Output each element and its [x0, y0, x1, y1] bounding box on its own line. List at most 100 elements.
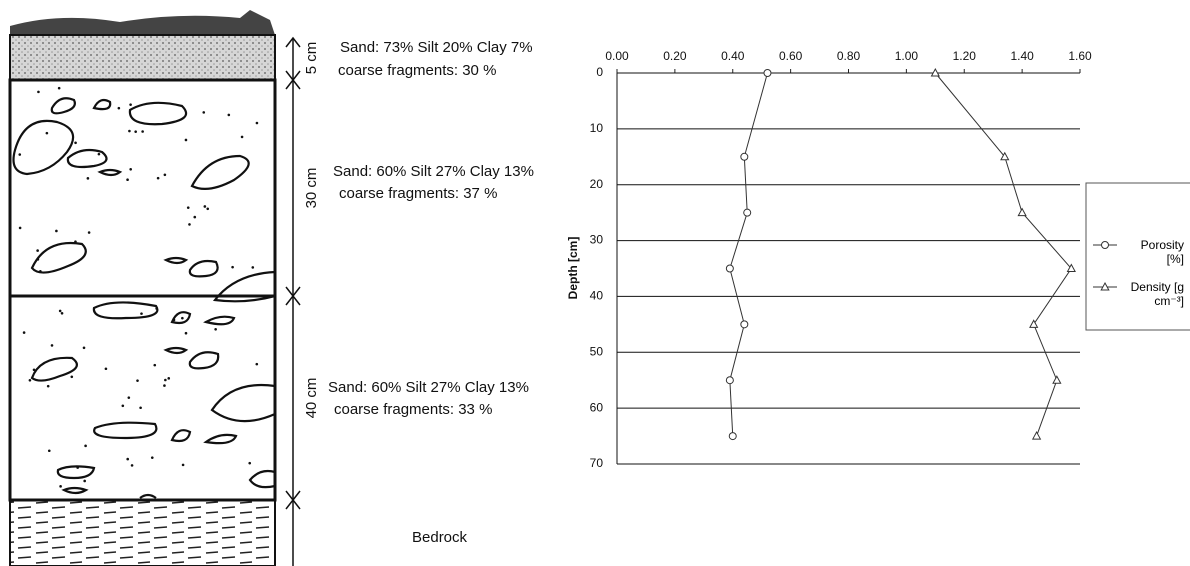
dot: [122, 405, 125, 408]
dot: [185, 332, 188, 335]
dot: [39, 270, 42, 273]
fragments-label: coarse fragments: 37 %: [339, 185, 497, 202]
grass: [10, 10, 275, 35]
x-tick-label: 0.60: [779, 49, 803, 63]
dot: [118, 107, 121, 110]
dot: [48, 449, 51, 452]
dot: [84, 445, 87, 448]
point: [741, 321, 748, 328]
dot: [134, 130, 137, 133]
y-tick-label: 10: [590, 121, 604, 135]
dot: [214, 328, 217, 331]
dot: [241, 136, 244, 139]
legend-label: Porosity [%]: [1122, 238, 1184, 266]
dot: [23, 331, 26, 334]
dot: [36, 249, 39, 252]
soil-profile: 5 cm 30 cm 40 cm Sand: 73% Silt 20% Clay…: [10, 10, 534, 566]
dot: [153, 364, 156, 367]
dot: [151, 456, 154, 459]
dot: [231, 266, 234, 269]
dot: [83, 480, 86, 483]
dot: [70, 376, 73, 379]
y-tick-label: 40: [590, 289, 604, 303]
dot: [55, 230, 58, 233]
x-tick-label: 0.40: [721, 49, 745, 63]
dot: [206, 207, 209, 210]
dot: [181, 317, 184, 320]
texture-label: Sand: 73% Silt 20% Clay 7%: [340, 39, 533, 56]
dot: [202, 111, 205, 114]
dot: [139, 406, 142, 409]
y-tick-label: 60: [590, 400, 604, 414]
dot: [129, 103, 132, 106]
dot: [256, 122, 259, 125]
y-tick-label: 50: [590, 344, 604, 358]
point: [741, 153, 748, 160]
dot: [128, 130, 131, 133]
thickness-label: 40 cm: [303, 378, 320, 419]
dot: [136, 379, 139, 382]
dot: [126, 458, 129, 461]
dot: [164, 379, 167, 382]
dot: [33, 368, 36, 371]
page: 5 cm 30 cm 40 cm Sand: 73% Silt 20% Clay…: [0, 0, 1190, 566]
dot: [47, 385, 50, 388]
dot: [131, 464, 134, 467]
dot: [29, 379, 32, 382]
y-tick-label: 20: [590, 177, 604, 191]
dot: [74, 141, 77, 144]
dot: [59, 485, 62, 488]
dot: [167, 377, 170, 380]
dot: [248, 462, 251, 465]
dot: [37, 91, 40, 94]
dot: [83, 346, 86, 349]
dot: [126, 178, 129, 181]
dot: [37, 258, 40, 261]
dot: [98, 153, 101, 156]
y-tick-label: 30: [590, 233, 604, 247]
dot: [193, 216, 196, 219]
bedrock-layer: [10, 500, 275, 566]
x-tick-label: 1.00: [895, 49, 919, 63]
dot: [61, 312, 64, 315]
dot: [59, 310, 62, 313]
dot: [188, 223, 191, 226]
point: [726, 265, 733, 272]
dot: [187, 206, 190, 209]
point: [1030, 320, 1038, 327]
y-tick-label: 0: [596, 65, 603, 79]
x-tick-label: 0.00: [605, 49, 629, 63]
dot: [18, 153, 21, 156]
x-tick-label: 1.20: [953, 49, 977, 63]
x-tick-label: 1.60: [1068, 49, 1092, 63]
dot: [129, 168, 132, 171]
point: [1053, 376, 1061, 383]
dot: [128, 396, 131, 399]
dot: [155, 307, 158, 310]
y-tick-label: 70: [590, 456, 604, 470]
x-tick-label: 0.80: [837, 49, 861, 63]
dot: [140, 312, 143, 315]
layer-3: [10, 296, 275, 500]
dot: [228, 114, 231, 117]
dot: [255, 363, 258, 366]
dot: [164, 173, 167, 176]
dot: [46, 132, 49, 135]
x-tick-label: 0.20: [663, 49, 687, 63]
dot: [251, 266, 254, 269]
layer-2: [10, 80, 275, 296]
dot: [185, 139, 188, 142]
fragments-label: coarse fragments: 33 %: [334, 401, 492, 418]
layer-1: [10, 35, 275, 80]
point: [1033, 432, 1041, 439]
dot: [173, 319, 176, 322]
point: [729, 433, 736, 440]
dot: [76, 466, 79, 469]
texture-label: Sand: 60% Silt 27% Clay 13%: [333, 163, 534, 180]
bedrock-label: Bedrock: [412, 529, 468, 546]
point: [764, 70, 771, 77]
dot: [74, 240, 77, 243]
point: [726, 377, 733, 384]
dot: [141, 130, 144, 133]
